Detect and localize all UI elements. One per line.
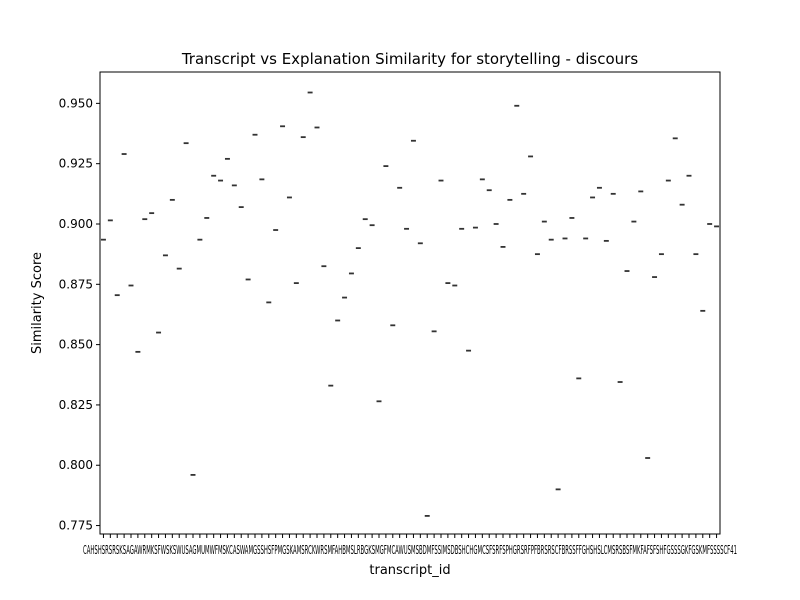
y-tick-label: 0.825 xyxy=(59,398,93,412)
y-tick-label: 0.900 xyxy=(59,217,93,231)
chart-title: Transcript vs Explanation Similarity for… xyxy=(181,50,638,68)
y-tick-label: 0.950 xyxy=(59,96,93,110)
y-tick-label: 0.875 xyxy=(59,277,93,291)
plot-frame xyxy=(99,71,721,535)
plot-area: 0.775 0.800 0.825 0.850 0.875 0.900 0.925 0.950… xyxy=(59,71,737,557)
y-tick-label: 0.925 xyxy=(59,157,93,171)
x-tick-labels: CAHSHSRSRSKSAGAWRMKSFWSKSWUSAGMUMWFMSKCA… xyxy=(83,543,737,557)
y-axis-label: Similarity Score xyxy=(30,252,45,354)
y-tick-label: 0.850 xyxy=(59,338,93,352)
y-tick-label: 0.800 xyxy=(59,458,93,472)
x-axis-label: transcript_id xyxy=(369,563,450,578)
y-tick-label: 0.775 xyxy=(59,519,93,533)
